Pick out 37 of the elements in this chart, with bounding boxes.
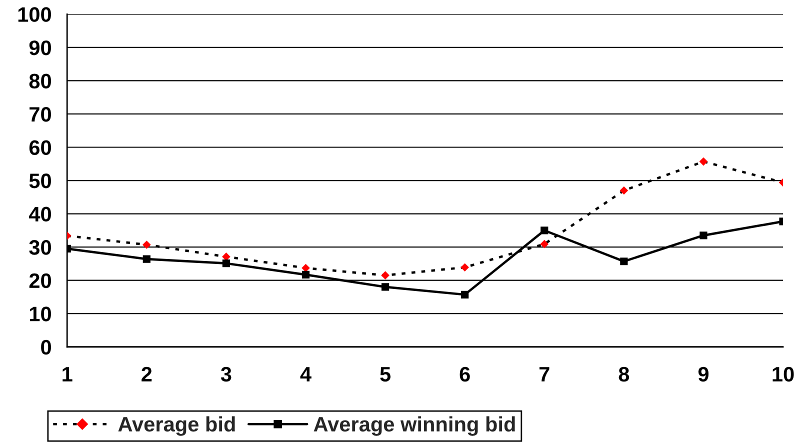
y-tick-label: 10 <box>30 306 51 322</box>
point <box>460 263 470 272</box>
y-tick-label: 30 <box>29 240 51 255</box>
point <box>381 271 390 280</box>
point <box>700 232 708 240</box>
x-tick-label: 5 <box>380 367 391 382</box>
x-tick-label: 6 <box>460 366 470 382</box>
x-tick-label: 1 <box>62 367 72 382</box>
y-tick-label: 90 <box>29 40 51 56</box>
legend-label: Average bid <box>118 416 235 436</box>
point <box>222 260 230 268</box>
legend-label: Average winning bid <box>314 416 515 436</box>
point <box>142 240 151 249</box>
x-tick-label: 4 <box>300 367 312 382</box>
y-tick-label: 80 <box>29 74 51 88</box>
point <box>699 157 708 166</box>
point <box>540 226 548 234</box>
x-tick-label: 7 <box>539 367 550 382</box>
y-tick-label: 40 <box>28 206 51 222</box>
y-tick-label: 20 <box>29 273 51 288</box>
y-tick-label: 60 <box>29 140 51 156</box>
x-tick-label: 9 <box>698 366 708 382</box>
x-tick-label: 3 <box>220 366 232 382</box>
x-tick-label: 8 <box>618 366 630 382</box>
y-tick-label: 70 <box>30 106 51 122</box>
point <box>540 240 549 248</box>
x-tick-label: 2 <box>142 366 152 382</box>
point <box>302 270 310 278</box>
y-tick-label: 0 <box>41 340 51 355</box>
point <box>620 186 628 195</box>
x-tick-label: 10 <box>772 366 794 382</box>
y-tick-label: 50 <box>29 174 51 188</box>
point <box>461 290 469 298</box>
point <box>620 258 628 266</box>
point <box>142 255 150 263</box>
y-tick-label: 100 <box>18 7 51 22</box>
point <box>381 283 390 291</box>
